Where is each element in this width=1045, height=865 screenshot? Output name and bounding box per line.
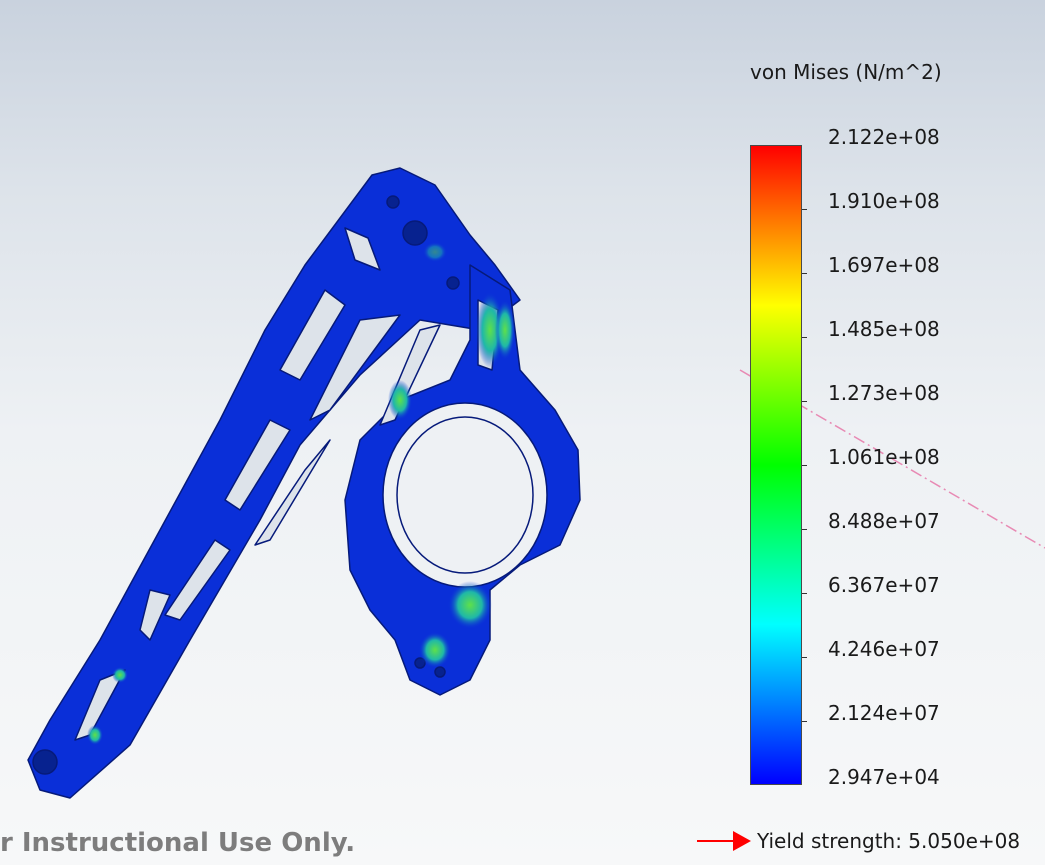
legend-tick-label: 1.061e+08 [828,445,940,469]
ring-inner-lip [396,416,534,574]
legend-tick-mark [802,401,807,402]
long-arm [27,167,521,799]
ring-bore [382,402,548,588]
mount-hole [386,195,400,209]
cutout [344,227,381,271]
legend-tick-mark [802,529,807,530]
lower-hole [434,666,446,678]
legend-tick-mark [802,657,807,658]
stress-hotspots [87,242,515,745]
cutout [164,539,231,621]
legend-tick-label: 2.122e+08 [828,125,940,149]
legend-tick-mark [802,721,807,722]
stress-color-bar [750,145,802,785]
legend-tick-label: 6.367e+07 [828,573,940,597]
cutout [139,589,171,641]
pivot-hole [32,749,58,775]
legend-tick-label: 8.488e+07 [828,509,940,533]
mount-hole [402,220,428,246]
legend-tick-label: 1.485e+08 [828,317,940,341]
mount-hole [446,276,460,290]
legend-tick-mark [802,337,807,338]
legend-tick-mark [802,593,807,594]
legend-tick-label: 1.697e+08 [828,253,940,277]
cutout [309,314,401,421]
reference-axis-line [739,369,1045,549]
watermark-text: r Instructional Use Only. [0,828,356,858]
legend-tick-mark [802,209,807,210]
legend-title: von Mises (N/m^2) [750,60,942,84]
yield-strength-indicator: Yield strength: 5.050e+08 [697,826,1020,856]
cutout [279,289,346,381]
legend-tick-mark [802,273,807,274]
yield-strength-label: Yield strength: 5.050e+08 [757,829,1021,853]
legend-tick-label: 2.124e+07 [828,701,940,725]
stress-model[interactable] [27,167,581,799]
cutout [224,419,291,511]
legend-tick-label: 1.910e+08 [828,189,940,213]
legend-tick-mark [802,465,807,466]
cutout [254,439,331,546]
legend-tick-label: 2.947e+04 [828,765,940,789]
legend-tick-label: 1.273e+08 [828,381,940,405]
red-arrow-icon [697,831,751,851]
legend-tick-label: 4.246e+07 [828,637,940,661]
